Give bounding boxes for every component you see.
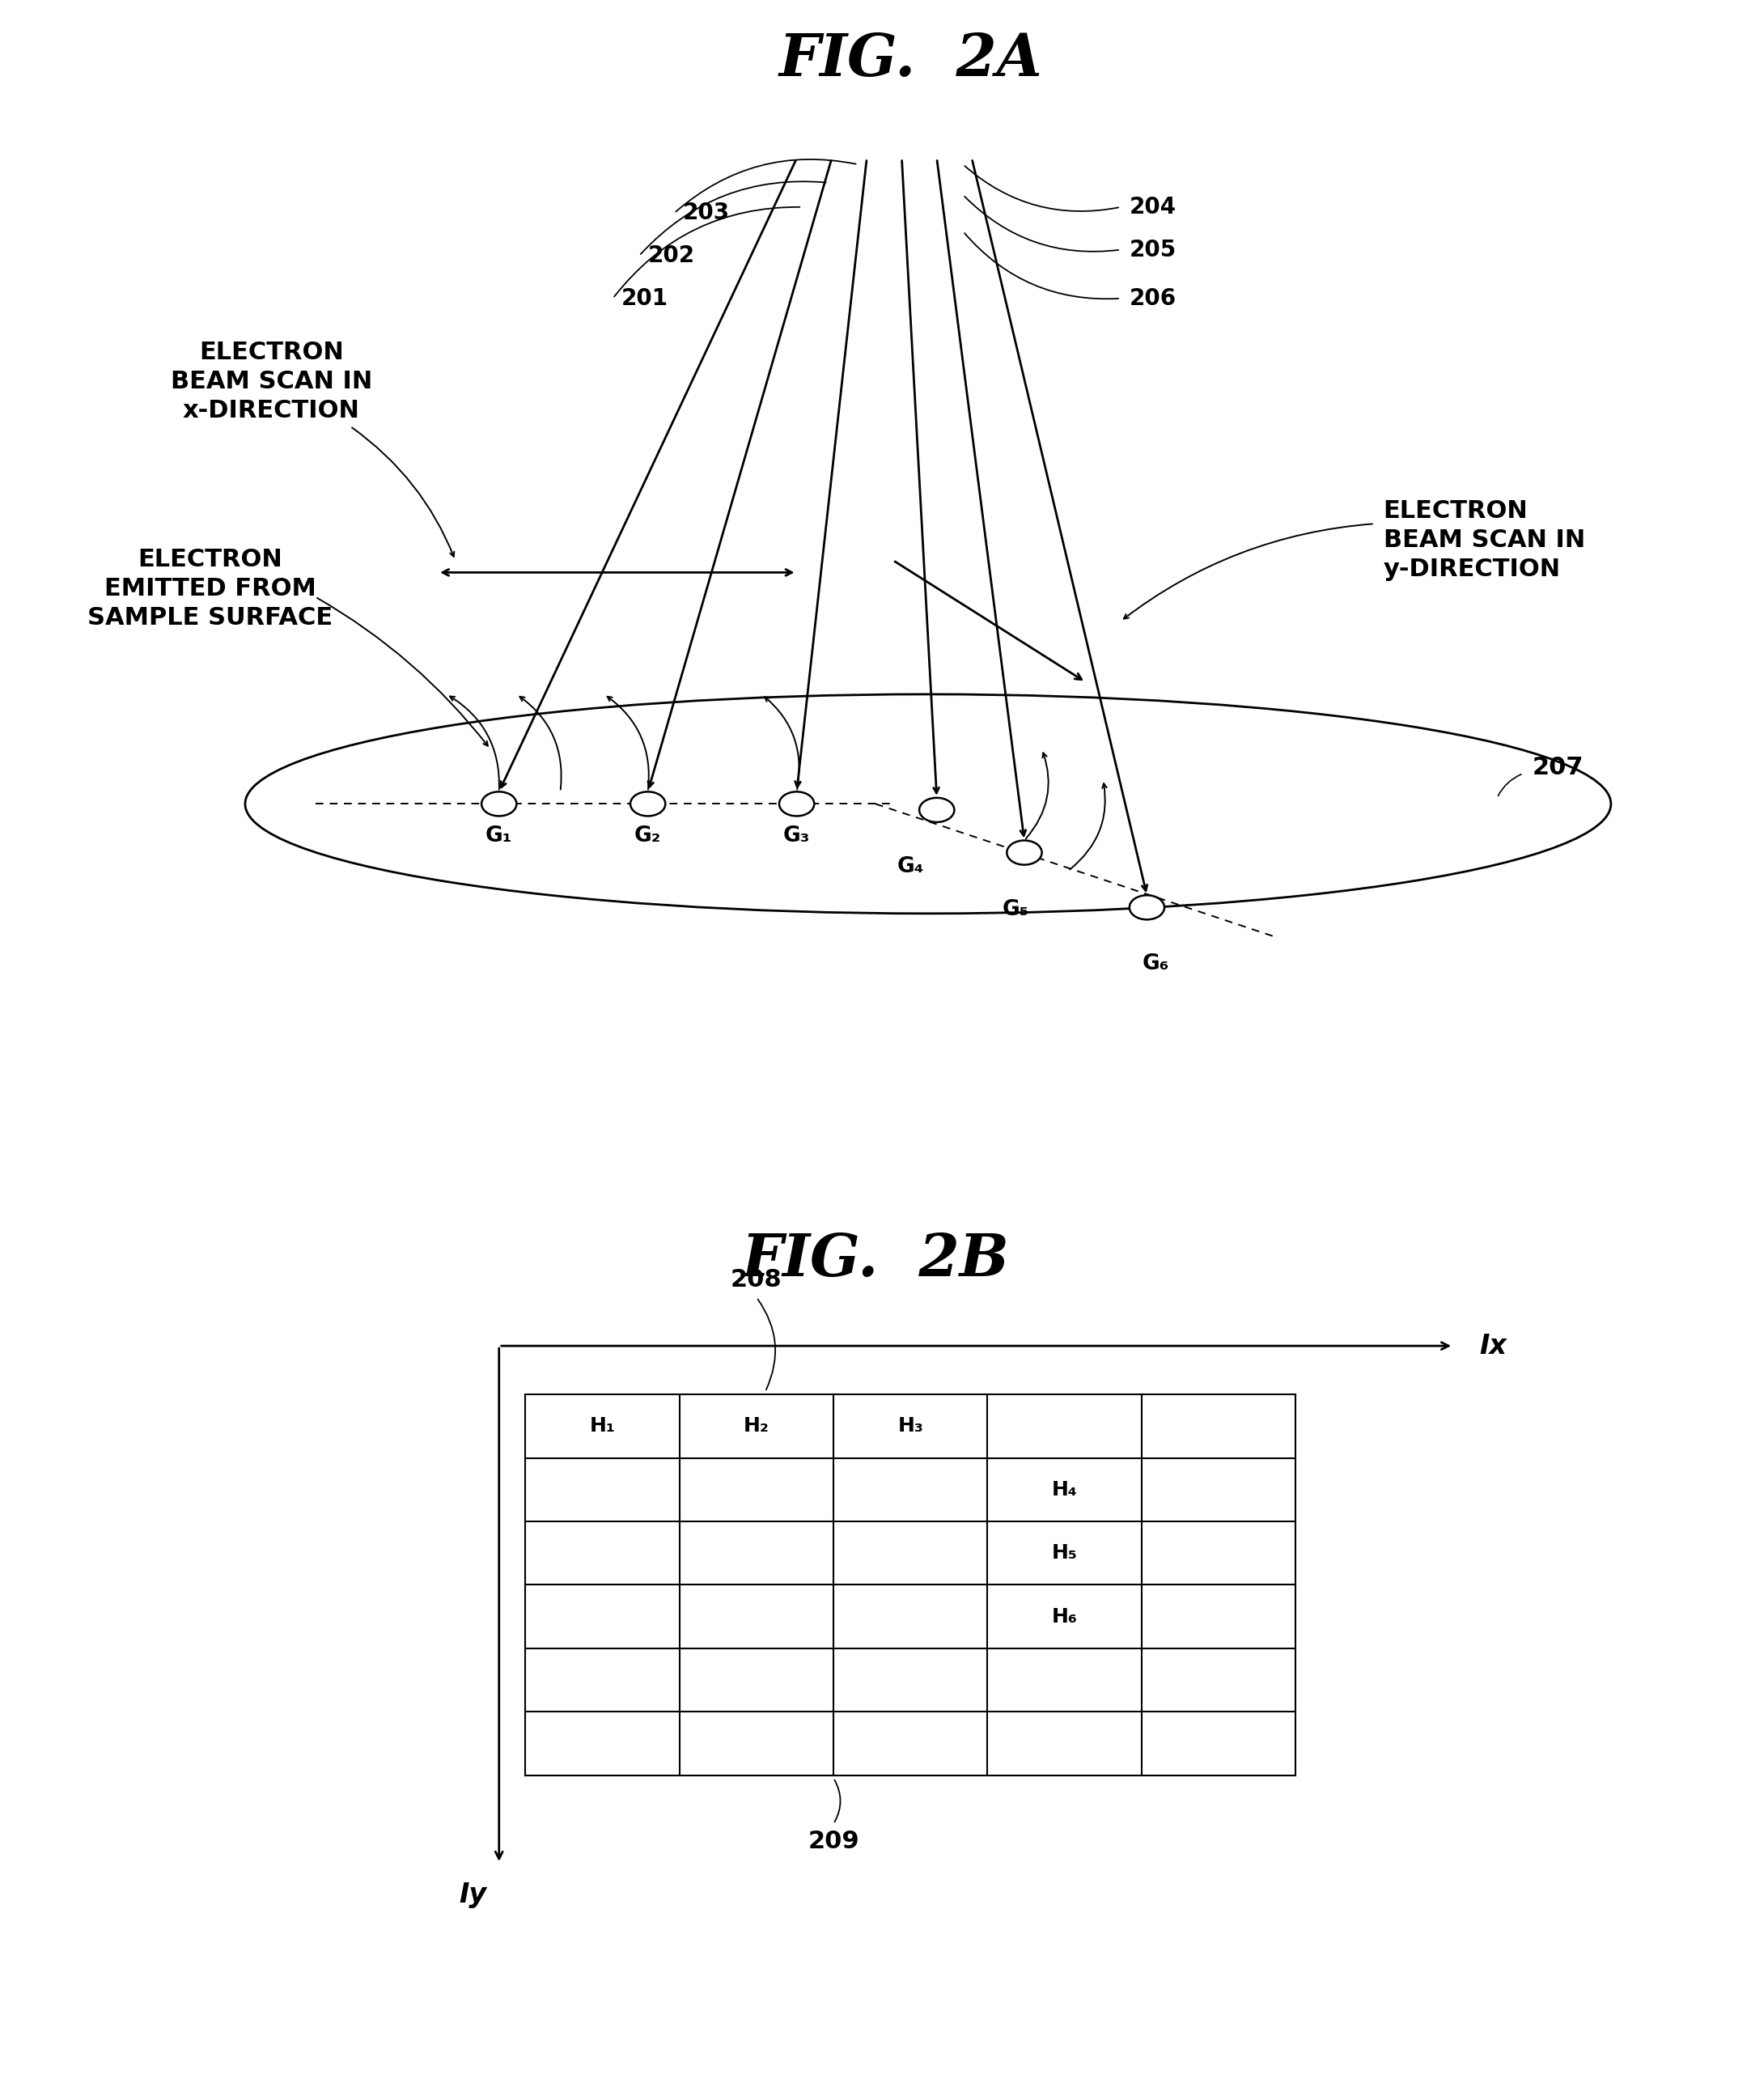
Text: FIG.  2A: FIG. 2A [779, 29, 1042, 88]
Text: G₄: G₄ [897, 857, 925, 878]
Text: H₅: H₅ [1052, 1544, 1077, 1562]
Text: G₃: G₃ [783, 825, 811, 846]
Text: H₃: H₃ [898, 1415, 923, 1436]
Text: 202: 202 [648, 244, 695, 267]
Text: 204: 204 [1129, 195, 1177, 218]
Circle shape [1129, 895, 1164, 920]
Text: H₁: H₁ [590, 1415, 615, 1436]
Circle shape [919, 798, 954, 823]
Text: H₂: H₂ [744, 1415, 769, 1436]
Circle shape [630, 792, 665, 817]
Text: G₁: G₁ [485, 825, 513, 846]
Text: FIG.  2B: FIG. 2B [742, 1231, 1009, 1289]
Circle shape [779, 792, 814, 817]
Text: ELECTRON
EMITTED FROM
SAMPLE SURFACE: ELECTRON EMITTED FROM SAMPLE SURFACE [88, 548, 333, 630]
Text: Iy: Iy [459, 1882, 487, 1909]
Text: 206: 206 [1129, 288, 1177, 309]
Text: 207: 207 [1532, 756, 1583, 779]
Text: 209: 209 [807, 1829, 860, 1854]
Circle shape [1007, 840, 1042, 865]
Text: H₆: H₆ [1052, 1606, 1077, 1625]
Text: G₂: G₂ [634, 825, 662, 846]
Text: ELECTRON
BEAM SCAN IN
y-DIRECTION: ELECTRON BEAM SCAN IN y-DIRECTION [1383, 500, 1585, 582]
Text: 205: 205 [1129, 239, 1177, 260]
Text: 203: 203 [683, 202, 730, 225]
Text: 201: 201 [622, 288, 669, 309]
Text: ELECTRON
BEAM SCAN IN
x-DIRECTION: ELECTRON BEAM SCAN IN x-DIRECTION [170, 340, 373, 422]
Text: G₆: G₆ [1142, 953, 1170, 974]
Text: 208: 208 [730, 1268, 783, 1292]
Text: Ix: Ix [1480, 1334, 1508, 1359]
Text: G₅: G₅ [1002, 899, 1030, 920]
Circle shape [482, 792, 517, 817]
Text: H₄: H₄ [1052, 1480, 1077, 1499]
